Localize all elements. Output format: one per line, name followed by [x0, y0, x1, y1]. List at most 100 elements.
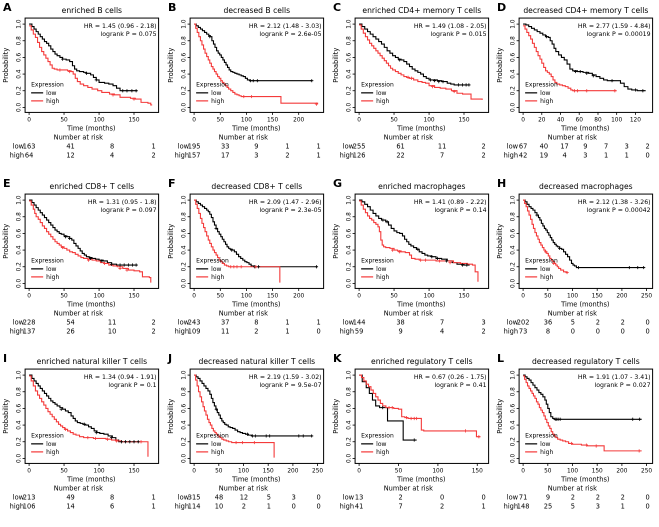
- hr-annotation: HR = 1.41 (0.89 - 2.22): [413, 199, 486, 206]
- y-tick-label: 0.4: [17, 69, 23, 79]
- x-tick-label: 100: [423, 293, 434, 299]
- risk-table-header: Number at risk: [218, 309, 267, 317]
- logrank-annotation: logrank P = 0.015: [430, 31, 486, 38]
- censor-marks-low: [61, 57, 138, 93]
- risk-low-value: 1: [151, 494, 155, 502]
- risk-low-value: 33: [221, 143, 229, 151]
- x-tick-label: 0: [192, 469, 196, 475]
- censor-marks-high: [228, 264, 258, 269]
- risk-high-label: high: [174, 152, 188, 160]
- x-axis-label: Time (months): [231, 124, 281, 132]
- x-tick-label: 150: [128, 293, 139, 299]
- panel-letter: F: [168, 177, 176, 190]
- risk-low-value: 9: [546, 494, 550, 502]
- panel-letter: D: [497, 1, 506, 14]
- risk-low-value: 0: [440, 494, 444, 502]
- x-tick-label: 200: [293, 293, 304, 299]
- risk-high-value: 3: [254, 152, 258, 160]
- hr-annotation: HR = 0.67 (0.26 - 1.75): [413, 374, 486, 381]
- x-tick-label: 150: [267, 117, 278, 123]
- y-tick-label: 0.4: [181, 69, 187, 79]
- y-tick-label: 0.8: [511, 387, 517, 397]
- censor-marks-low: [535, 213, 646, 269]
- logrank-annotation: logrank P = 0.1: [108, 382, 156, 389]
- risk-high-value: 148: [517, 503, 530, 511]
- hr-annotation: HR = 1.34 (0.94 - 1.91): [84, 374, 157, 381]
- risk-low-value: 48: [215, 494, 223, 502]
- x-tick-label: 150: [267, 293, 278, 299]
- risk-high-value: 5: [571, 503, 575, 511]
- risk-low-value: 2: [596, 318, 600, 326]
- y-tick-label: 0.4: [181, 420, 187, 430]
- risk-low-label: low: [178, 494, 190, 502]
- y-tick-label: 0.4: [181, 245, 187, 255]
- risk-high-value: 1: [316, 152, 320, 160]
- risk-low-value: 0: [481, 494, 485, 502]
- risk-low-label: low: [507, 143, 519, 151]
- survival-curve-high: [29, 25, 153, 106]
- risk-low-label: low: [342, 318, 354, 326]
- censor-marks-high: [570, 442, 642, 453]
- hr-annotation: HR = 2.09 (1.47 - 2.96): [249, 199, 322, 206]
- plot-box: [518, 17, 654, 113]
- risk-high-value: 0: [316, 327, 320, 335]
- risk-high-value: 1: [266, 503, 270, 511]
- y-tick-label: 0.6: [346, 52, 352, 62]
- x-tick-label: 50: [390, 117, 398, 123]
- y-tick-label: 0.2: [181, 261, 187, 271]
- legend-title: Expression: [196, 257, 229, 264]
- x-axis-label: Time (months): [66, 476, 116, 484]
- x-tick-label: 200: [617, 469, 628, 475]
- x-tick-label: 60: [576, 117, 584, 123]
- risk-high-label: high: [504, 503, 518, 511]
- plot-box: [24, 368, 160, 465]
- risk-low-label: low: [178, 143, 190, 151]
- risk-high-value: 157: [188, 152, 201, 160]
- risk-high-value: 3: [583, 152, 587, 160]
- y-tick-label: 0.0: [346, 102, 352, 112]
- censor-marks-high: [573, 89, 617, 93]
- risk-low-value: 2: [481, 143, 485, 151]
- survival-curve-high: [29, 199, 152, 283]
- x-tick-label: 0: [357, 293, 361, 299]
- x-tick-label: 100: [241, 117, 252, 123]
- y-tick-label: 0.8: [17, 387, 23, 397]
- risk-low-value: 315: [188, 494, 201, 502]
- risk-low-value: 255: [352, 143, 365, 151]
- x-tick-label: 100: [611, 117, 622, 123]
- censor-marks-high: [234, 441, 256, 445]
- risk-high-label: high: [339, 503, 353, 511]
- risk-low-value: 40: [540, 143, 548, 151]
- risk-low-value: 5: [266, 494, 270, 502]
- legend-high-label: high: [211, 274, 224, 281]
- risk-high-value: 2: [481, 152, 485, 160]
- x-tick-label: 50: [544, 293, 552, 299]
- risk-high-value: 10: [215, 503, 223, 511]
- x-tick-label: 200: [617, 293, 628, 299]
- risk-low-value: 1: [151, 143, 155, 151]
- x-tick-label: 80: [595, 117, 603, 123]
- y-tick-label: 0.0: [346, 454, 352, 464]
- x-tick-label: 50: [544, 469, 552, 475]
- y-tick-label: 0.6: [346, 404, 352, 414]
- risk-low-value: 41: [66, 143, 74, 151]
- panel-letter: J: [167, 352, 172, 365]
- y-tick-label: 0.6: [17, 228, 23, 238]
- panel-title: enriched macrophages: [378, 182, 465, 191]
- panel-letter: H: [497, 177, 506, 190]
- risk-low-value: 0: [316, 494, 320, 502]
- x-tick-label: 0: [27, 469, 31, 475]
- x-tick-label: 40: [557, 117, 565, 123]
- x-axis-label: Time (months): [231, 300, 281, 308]
- risk-high-value: 11: [221, 327, 229, 335]
- y-tick-label: 0.2: [346, 437, 352, 447]
- y-tick-label: 1.0: [17, 195, 23, 205]
- risk-low-value: 3: [625, 143, 629, 151]
- risk-low-value: 71: [519, 494, 527, 502]
- y-tick-label: 0.6: [511, 404, 517, 414]
- y-tick-label: 0.8: [17, 211, 23, 221]
- risk-high-value: 1: [285, 327, 289, 335]
